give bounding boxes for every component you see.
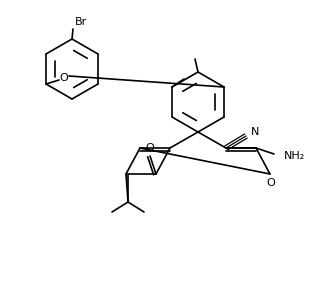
Text: O: O xyxy=(60,73,68,83)
Text: NH₂: NH₂ xyxy=(284,151,305,161)
Text: O: O xyxy=(267,178,275,188)
Text: Br: Br xyxy=(75,17,87,27)
Text: N: N xyxy=(251,127,260,137)
Text: O: O xyxy=(145,143,154,153)
